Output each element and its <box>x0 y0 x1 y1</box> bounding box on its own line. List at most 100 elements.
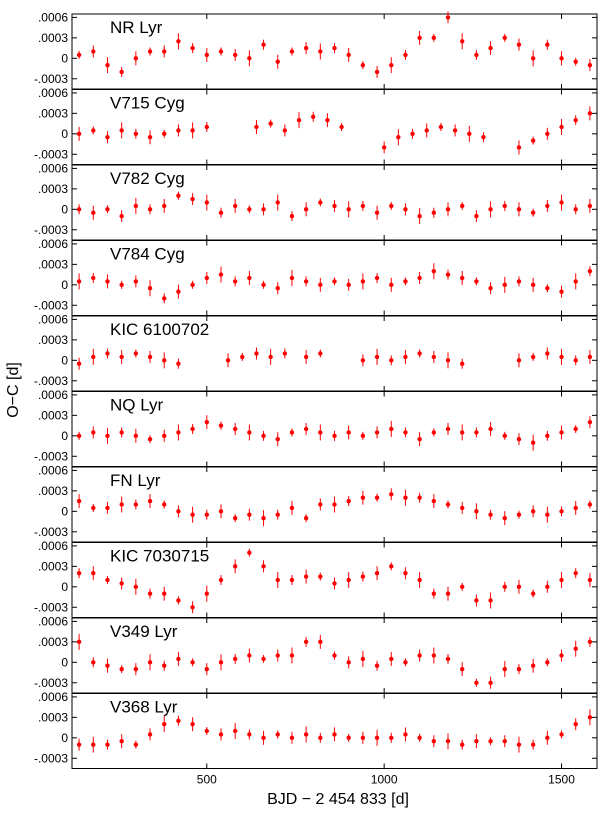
data-point <box>162 296 167 301</box>
data-point <box>530 282 536 288</box>
data-point <box>573 426 578 432</box>
data-point <box>587 111 593 116</box>
data-point <box>445 272 451 277</box>
data-point <box>573 207 578 212</box>
data-point <box>261 282 266 288</box>
data-point <box>218 423 224 428</box>
y-tick-label: .0003 <box>38 559 68 573</box>
data-point <box>360 62 366 68</box>
panel-frame <box>71 391 598 467</box>
data-point <box>105 433 110 439</box>
data-point <box>105 577 110 583</box>
data-point <box>162 433 167 439</box>
data-point <box>530 742 536 747</box>
data-point <box>176 430 181 435</box>
data-point <box>374 570 380 576</box>
data-point <box>587 268 593 274</box>
data-point <box>530 440 536 445</box>
panel-star-label: V784 Cyg <box>110 245 185 264</box>
panel: .0006 .0003 0 -.0003 NR Lyr <box>34 10 598 90</box>
data-point <box>119 213 124 219</box>
data-point <box>346 207 351 212</box>
panel-star-label: NQ Lyr <box>110 396 164 415</box>
panel-star-label: V715 Cyg <box>110 94 185 113</box>
y-tick-label: .0003 <box>38 31 68 45</box>
data-point <box>445 207 451 212</box>
data-point <box>218 732 224 737</box>
data-point <box>133 279 139 284</box>
data-point <box>232 728 238 734</box>
data-point <box>218 272 224 277</box>
x-tick-label: 1000 <box>371 773 398 787</box>
panel-star-label: KIC 6100702 <box>110 320 209 339</box>
data-point <box>516 437 522 442</box>
data-point <box>445 591 451 596</box>
data-point <box>516 666 522 672</box>
data-point <box>360 574 366 579</box>
panel: .0006 .0003 0 -.0003 FN Lyr <box>34 463 598 543</box>
data-point <box>460 39 465 44</box>
data-point <box>396 135 401 140</box>
data-point <box>91 49 96 54</box>
data-point <box>346 282 351 288</box>
panel: .0006 .0003 0 -.0003 V715 Cyg <box>34 86 598 165</box>
data-point <box>474 279 479 284</box>
data-point <box>431 591 437 596</box>
data-point <box>474 598 479 603</box>
data-point <box>190 721 195 727</box>
data-point <box>133 203 139 209</box>
data-point <box>176 193 181 198</box>
data-point <box>261 564 266 569</box>
data-point <box>587 715 593 720</box>
data-point <box>176 509 181 514</box>
data-point <box>573 646 578 651</box>
data-point <box>275 437 280 442</box>
panel: .0006 .0003 0 -.0003 NQ Lyr <box>34 388 598 467</box>
data-point <box>176 598 181 603</box>
data-point <box>303 574 309 579</box>
data-point <box>296 117 302 123</box>
data-point <box>318 502 323 507</box>
data-point <box>488 45 493 51</box>
data-point <box>403 430 408 435</box>
panel-frame <box>71 89 598 165</box>
data-point <box>417 577 422 583</box>
data-point <box>502 515 507 521</box>
data-point <box>587 577 593 583</box>
data-point <box>410 131 415 137</box>
data-point <box>530 210 536 215</box>
y-tick-label: -.0003 <box>34 223 68 237</box>
y-tick-label: .0006 <box>38 388 68 402</box>
data-point <box>261 42 266 47</box>
data-point <box>559 577 564 583</box>
y-tick-label: -.0003 <box>34 147 68 161</box>
data-point <box>162 591 167 596</box>
data-point <box>119 502 124 507</box>
data-point <box>275 577 280 583</box>
data-point <box>303 515 309 521</box>
data-point <box>91 742 96 747</box>
y-tick-label: .0006 <box>38 312 68 326</box>
data-point <box>431 498 437 504</box>
data-point <box>204 591 209 596</box>
data-point <box>559 430 564 435</box>
data-point <box>289 505 295 511</box>
data-point <box>516 145 522 150</box>
data-point <box>452 128 458 133</box>
data-point <box>133 56 139 61</box>
data-point <box>204 275 209 281</box>
data-point <box>176 718 181 723</box>
data-point <box>346 660 351 665</box>
y-tick-label: -.0003 <box>34 751 68 765</box>
data-point <box>445 15 451 20</box>
data-point <box>311 114 316 119</box>
data-point <box>76 207 82 212</box>
data-point <box>360 735 366 741</box>
data-point <box>559 200 564 205</box>
data-point <box>502 584 507 590</box>
data-point <box>431 268 437 274</box>
data-point <box>303 207 309 212</box>
data-point <box>374 275 380 281</box>
data-point <box>403 279 408 284</box>
data-point <box>119 739 124 744</box>
